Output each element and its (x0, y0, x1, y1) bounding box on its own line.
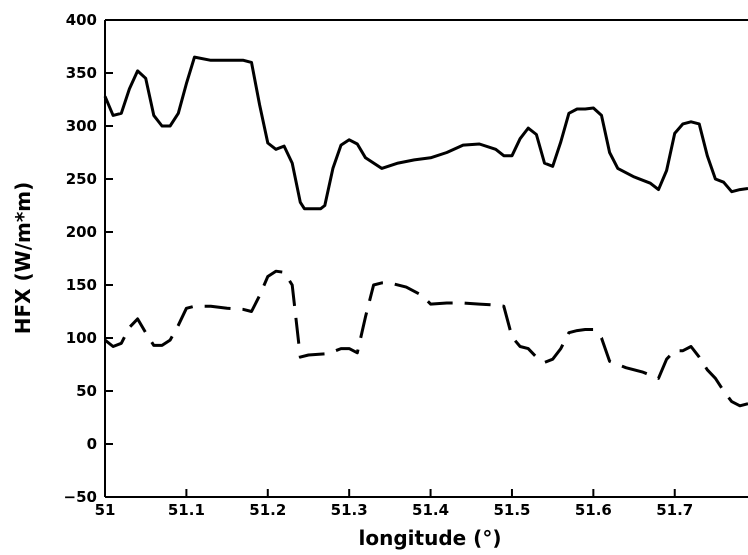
x-tick-label: 51.6 (575, 501, 612, 519)
y-tick-label: 400 (66, 11, 97, 29)
y-tick-label: 50 (76, 382, 97, 400)
y-tick-label: 250 (66, 170, 97, 188)
x-tick-label: 51.7 (656, 501, 693, 519)
y-axis-title: HFX (W/m*m) (11, 182, 35, 335)
ticks-layer: −50 0 50 100 150 200 250 300 350 400 51 51.1 51.2 51.… (64, 11, 694, 519)
x-tick-label: 51.3 (331, 501, 368, 519)
y-tick-label: 300 (66, 117, 97, 135)
y-tick-label: 150 (66, 276, 97, 294)
series-line-dashed (104, 269, 748, 408)
x-tick-label: 51.2 (249, 501, 286, 519)
y-tick-label: 200 (66, 223, 97, 241)
y-tick-label: 100 (66, 329, 97, 347)
x-axis-title: longitude (°) (359, 526, 502, 550)
x-tick-label: 51.5 (493, 501, 530, 519)
x-tick-label: 51 (95, 501, 116, 519)
y-tick-label: −50 (64, 488, 97, 506)
axes-layer (104, 19, 748, 498)
series-line-solid (103, 55, 748, 211)
y-tick-label: 350 (66, 64, 97, 82)
y-tick-label: 0 (87, 435, 97, 453)
x-tick-label: 51.4 (412, 501, 449, 519)
x-tick-label: 51.1 (168, 501, 205, 519)
series-layer (103, 55, 748, 408)
